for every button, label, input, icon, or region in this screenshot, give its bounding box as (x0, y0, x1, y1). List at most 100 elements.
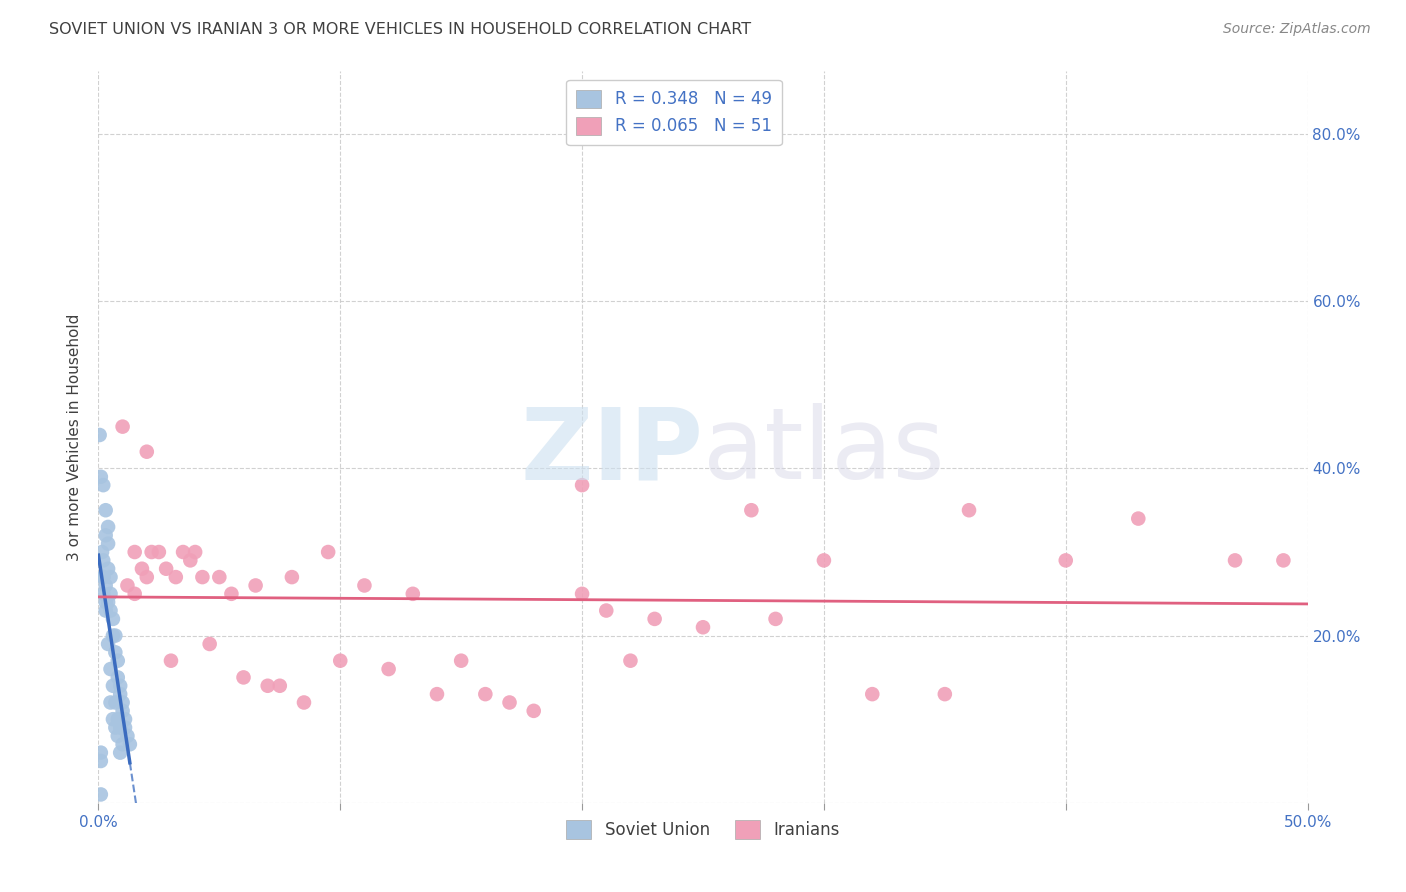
Point (101, 712, 124, 726)
Point (100, 603, 122, 617)
Point (934, 687, 956, 701)
Point (104, 721, 127, 735)
Point (94, 603, 117, 617)
Point (860, 687, 883, 701)
Point (91, 570, 114, 584)
Point (256, 679, 278, 693)
Point (316, 545, 339, 559)
Point (118, 737, 141, 751)
Point (1054, 553, 1077, 567)
Point (90, 470, 112, 484)
Point (221, 587, 243, 601)
Point (101, 629, 124, 643)
Legend: Soviet Union, Iranians: Soviet Union, Iranians (560, 814, 846, 846)
Point (740, 503, 762, 517)
Point (90, 746, 112, 760)
Point (184, 545, 207, 559)
Point (208, 570, 231, 584)
Point (135, 570, 157, 584)
Point (97, 520, 120, 534)
Point (91, 570, 114, 584)
Point (117, 578, 139, 592)
Point (595, 603, 617, 617)
Point (269, 679, 291, 693)
Text: Source: ZipAtlas.com: Source: ZipAtlas.com (1223, 22, 1371, 37)
Point (1223, 553, 1246, 567)
Point (89, 428, 111, 442)
Point (111, 737, 134, 751)
Point (124, 545, 146, 559)
Point (245, 578, 267, 592)
Point (90, 754, 112, 768)
Point (94, 503, 117, 517)
Point (94, 595, 117, 609)
Point (97, 637, 120, 651)
Point (107, 670, 129, 684)
Point (402, 587, 425, 601)
Point (91, 545, 114, 559)
Point (114, 721, 136, 735)
Point (104, 645, 127, 659)
Point (97, 562, 120, 576)
Point (191, 570, 214, 584)
Point (571, 587, 593, 601)
Point (94, 578, 117, 592)
Point (107, 712, 129, 726)
Point (131, 562, 153, 576)
Point (91, 587, 114, 601)
Point (474, 687, 496, 701)
Point (97, 595, 120, 609)
Point (450, 654, 472, 668)
Point (114, 712, 136, 726)
Text: atlas: atlas (703, 403, 945, 500)
Point (172, 545, 194, 559)
Point (107, 729, 129, 743)
Y-axis label: 3 or more Vehicles in Household: 3 or more Vehicles in Household (67, 313, 83, 561)
Point (91, 553, 114, 567)
Point (108, 687, 131, 701)
Point (148, 545, 170, 559)
Point (179, 553, 201, 567)
Point (104, 629, 127, 643)
Point (619, 654, 641, 668)
Point (117, 729, 139, 743)
Point (97, 536, 120, 550)
Point (155, 562, 177, 576)
Point (135, 444, 157, 458)
Point (523, 704, 546, 718)
Point (108, 721, 131, 735)
Point (111, 696, 134, 710)
Point (198, 637, 221, 651)
Point (100, 587, 122, 601)
Point (91, 478, 114, 492)
Text: ZIP: ZIP (520, 403, 703, 500)
Point (765, 612, 787, 626)
Point (107, 654, 129, 668)
Point (426, 687, 449, 701)
Point (1272, 553, 1295, 567)
Point (100, 696, 122, 710)
Point (292, 696, 315, 710)
Point (165, 570, 187, 584)
Point (104, 696, 127, 710)
Point (377, 662, 399, 676)
Point (957, 503, 980, 517)
Point (108, 679, 131, 693)
Point (124, 587, 146, 601)
Text: SOVIET UNION VS IRANIAN 3 OR MORE VEHICLES IN HOUSEHOLD CORRELATION CHART: SOVIET UNION VS IRANIAN 3 OR MORE VEHICL… (49, 22, 751, 37)
Point (1128, 511, 1150, 525)
Point (353, 578, 375, 592)
Point (232, 670, 254, 684)
Point (813, 553, 835, 567)
Point (281, 570, 304, 584)
Point (644, 612, 666, 626)
Point (141, 545, 163, 559)
Point (571, 478, 593, 492)
Point (94, 528, 117, 542)
Point (101, 612, 124, 626)
Point (101, 679, 124, 693)
Point (111, 419, 134, 434)
Point (90, 788, 112, 802)
Point (100, 570, 122, 584)
Point (160, 654, 183, 668)
